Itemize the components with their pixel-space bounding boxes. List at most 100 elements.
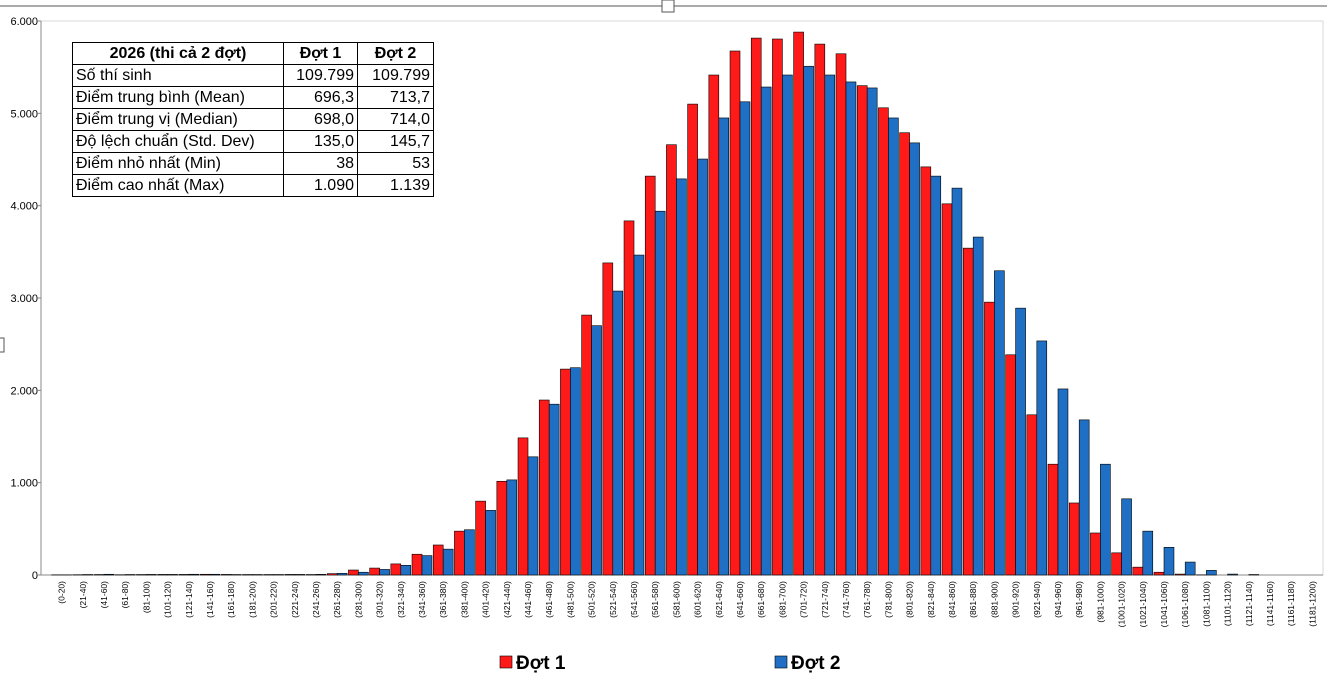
x-tick-label: (21-40): [78, 581, 88, 609]
bar: [824, 74, 836, 576]
bar: [602, 262, 614, 576]
x-tick-label: (861-880): [968, 581, 978, 618]
x-tick-label: (1121-1140): [1244, 581, 1254, 626]
table-row: Điểm trung bình (Mean) 696,3 713,7: [72, 86, 434, 109]
bar: [782, 74, 793, 576]
bar: [899, 132, 910, 576]
bar: [793, 31, 804, 576]
bar: [972, 236, 984, 576]
bar: [909, 142, 920, 576]
bar: [835, 53, 847, 576]
bar: [644, 175, 656, 576]
x-tick-label: (781-800): [883, 581, 893, 618]
x-tick-label: (321-340): [396, 581, 406, 618]
bar: [623, 220, 635, 576]
x-tick-label: (61-80): [120, 581, 130, 609]
row-label: Điểm nhỏ nhất (Min): [72, 152, 284, 175]
x-tick-label: (841-860): [947, 581, 957, 618]
bar: [814, 43, 826, 576]
x-tick-label: (1181-1200): [1307, 581, 1317, 627]
bar: [1100, 463, 1111, 576]
bar: [666, 144, 677, 576]
bar: [930, 175, 942, 576]
bar: [369, 567, 380, 576]
header-cell: Đợt 1: [283, 42, 358, 65]
legend-label: Đợt 1: [516, 653, 566, 674]
bar: [1111, 552, 1122, 576]
x-tick-label: (621-640): [714, 581, 724, 618]
y-tick-label: 2.000: [10, 385, 38, 397]
table-row: Điểm nhỏ nhất (Min) 38 53: [72, 152, 434, 175]
bar: [729, 50, 741, 576]
y-tick-label: 6.000: [10, 16, 38, 28]
bar: [560, 368, 571, 576]
x-tick-label: (541-560): [629, 581, 639, 618]
bar: [358, 571, 369, 576]
x-tick-label: (741-760): [841, 581, 851, 618]
resize-handle[interactable]: [0, 337, 5, 353]
x-tick-label: (801-820): [905, 581, 915, 618]
bar: [464, 529, 475, 576]
bar: [485, 510, 496, 576]
bar: [103, 573, 115, 576]
x-tick-label: (101-120): [163, 581, 173, 618]
x-tick-label: (521-540): [608, 581, 618, 618]
row-label: Số thí sinh: [72, 64, 284, 87]
bar: [708, 74, 720, 576]
bar: [984, 301, 995, 576]
bar: [1057, 388, 1069, 576]
x-tick-label: (41-60): [99, 581, 109, 609]
bar: [750, 37, 762, 576]
bar: [1121, 498, 1132, 576]
bar: [1142, 530, 1154, 576]
x-tick-label: (241-260): [311, 581, 321, 618]
x-tick-label: (821-840): [926, 581, 936, 618]
bar: [178, 574, 190, 576]
stats-table: 2026 (thi cả 2 đợt) Đợt 1 Đợt 2 Số thí s…: [72, 42, 434, 197]
bar: [866, 87, 878, 576]
bar: [1026, 414, 1038, 576]
bar: [962, 247, 974, 576]
x-tick-label: (341-360): [417, 581, 427, 618]
bar: [157, 574, 168, 576]
bar: [591, 325, 602, 576]
x-tick-label: (361-380): [438, 581, 448, 618]
header-cell: Đợt 2: [357, 42, 434, 65]
x-tick-label: (761-780): [862, 581, 872, 618]
x-tick-label: (301-320): [375, 581, 385, 618]
bar: [1005, 354, 1016, 576]
resize-handle[interactable]: [661, 0, 675, 13]
x-tick-label: (901-920): [1011, 581, 1021, 618]
bar: [739, 101, 751, 576]
bar: [676, 178, 687, 576]
x-tick-label: (1041-1060): [1159, 581, 1169, 627]
bar: [612, 290, 624, 576]
bar: [1036, 340, 1048, 576]
bar: [1184, 561, 1196, 576]
bar: [188, 573, 200, 576]
x-tick-label: (981-1000): [1095, 581, 1105, 623]
x-tick-label: (161-180): [226, 581, 236, 618]
bar: [1153, 571, 1165, 576]
cell-value: 109.799: [357, 64, 434, 87]
legend-swatch: [499, 655, 513, 669]
cell-value: 713,7: [357, 86, 434, 109]
x-tick-label: (681-700): [777, 581, 787, 618]
bar: [442, 548, 454, 576]
bar: [1206, 570, 1217, 576]
cell-value: 1.090: [283, 174, 358, 197]
bar: [1078, 419, 1090, 576]
cell-value: 38: [283, 152, 358, 175]
bar: [718, 117, 730, 576]
x-tick-label: (581-600): [671, 581, 681, 618]
bar: [284, 574, 296, 576]
bar: [538, 399, 550, 576]
x-tick-label: (1101-1120): [1223, 581, 1233, 626]
bar: [856, 85, 868, 576]
y-tick-label: 3.000: [10, 293, 38, 305]
bar: [1163, 546, 1175, 576]
x-tick-label: (261-280): [332, 581, 342, 618]
bar: [697, 158, 708, 576]
